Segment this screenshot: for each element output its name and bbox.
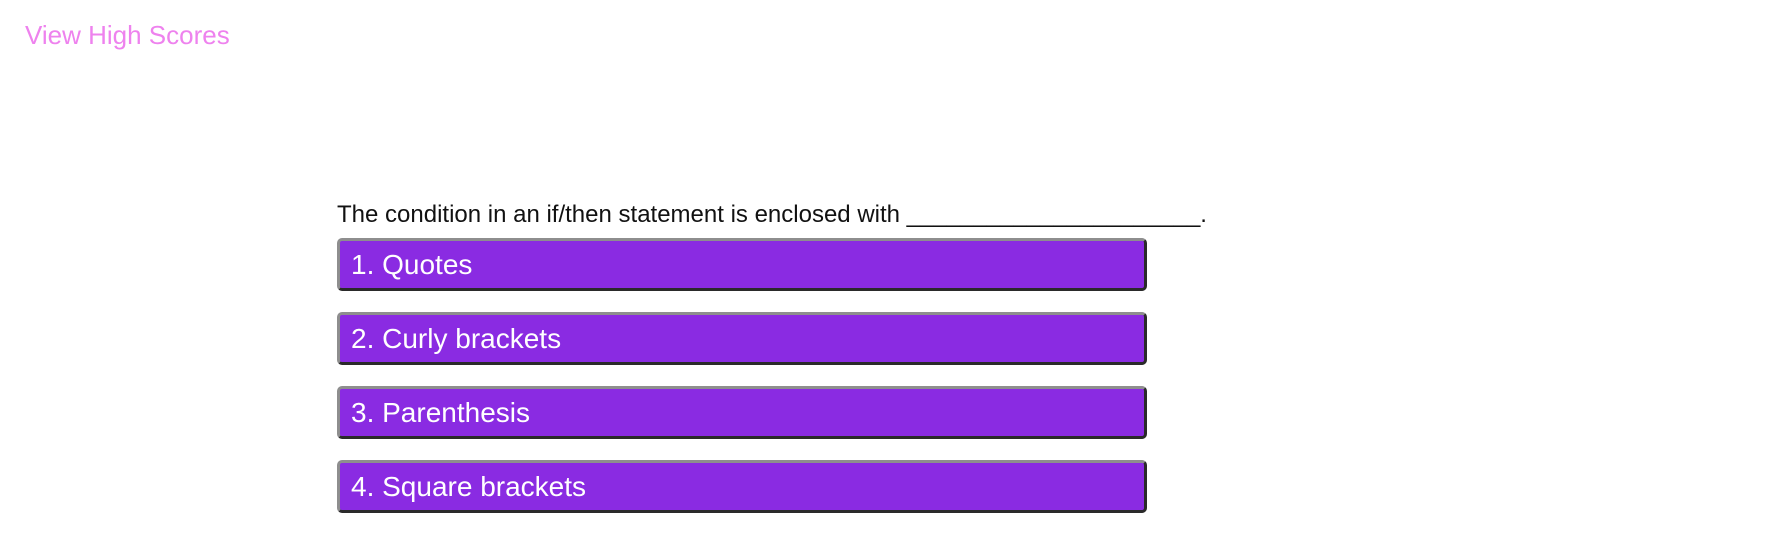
choice-button-3[interactable]: 3. Parenthesis bbox=[337, 386, 1147, 439]
choice-item: 1. Quotes bbox=[337, 238, 1287, 291]
choice-item: 2. Curly brackets bbox=[337, 312, 1287, 365]
choices-list: 1. Quotes 2. Curly brackets 3. Parenthes… bbox=[337, 238, 1287, 513]
question-text: The condition in an if/then statement is… bbox=[337, 201, 1207, 228]
quiz-container: The condition in an if/then statement is… bbox=[337, 200, 1287, 534]
choice-item: 4. Square brackets bbox=[337, 460, 1287, 513]
choice-item: 3. Parenthesis bbox=[337, 386, 1287, 439]
choice-button-1[interactable]: 1. Quotes bbox=[337, 238, 1147, 291]
choice-button-4[interactable]: 4. Square brackets bbox=[337, 460, 1147, 513]
choice-button-2[interactable]: 2. Curly brackets bbox=[337, 312, 1147, 365]
view-high-scores-link[interactable]: View High Scores bbox=[25, 20, 230, 50]
